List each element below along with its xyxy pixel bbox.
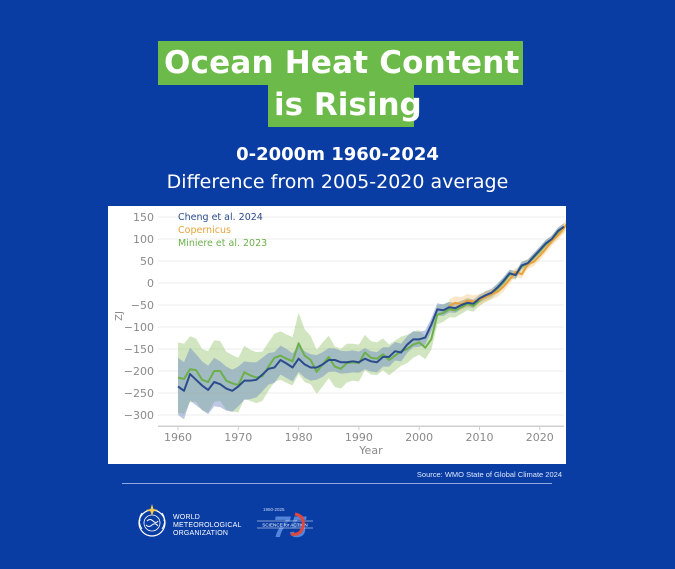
x-tick-label: 2020 [526, 431, 554, 444]
y-tick-label: −50 [131, 299, 154, 312]
band-copernicus [449, 219, 566, 313]
y-tick-label: −200 [124, 365, 154, 378]
x-tick-label: 1980 [285, 431, 313, 444]
y-tick-label: 0 [147, 277, 154, 290]
subtitle-baseline: Difference from 2005-2020 average [166, 171, 509, 193]
ocean-heat-chart: 150 100 50 0 −50 −100 −150 −200 −250 −300 1960 1970… [114, 211, 566, 457]
x-axis-label: Year [358, 444, 383, 457]
legend-entry: Copernicus [178, 225, 231, 236]
wmo-emblem-icon [138, 504, 166, 537]
x-tick-label: 2000 [405, 431, 433, 444]
y-tick-label: −250 [124, 387, 154, 400]
footer-divider [122, 483, 552, 484]
x-tick-label: 1970 [224, 431, 252, 444]
line-copernicus [448, 223, 566, 307]
wmo-wordmark: WORLD METEOROLOGICAL ORGANIZATION [173, 514, 242, 538]
y-tick-label: 100 [133, 233, 154, 246]
title-line-1: Ocean Heat Content [158, 41, 523, 85]
source-caption: Source: WMO State of Global Climate 2024 [416, 470, 562, 479]
wmo-line-1: WORLD [173, 514, 201, 521]
axes: 150 100 50 0 −50 −100 −150 −200 −250 −300 1960 1970… [114, 211, 564, 457]
y-tick-label: 50 [140, 255, 154, 268]
x-tick-label: 2010 [466, 431, 494, 444]
y-tick-label: −100 [124, 321, 154, 334]
title-line-2: is Rising [268, 85, 422, 127]
x-tick-label: 1960 [164, 431, 192, 444]
series-lines [177, 223, 566, 392]
wmo-line-2: METEOROLOGICAL [173, 522, 242, 529]
wmo-line-3: ORGANIZATION [173, 530, 229, 537]
y-tick-label: 150 [133, 211, 154, 224]
chart-panel [108, 206, 566, 464]
y-tick-label: −150 [124, 343, 154, 356]
y-axis-label: ZJ [114, 311, 125, 321]
legend: Cheng et al. 2024 Copernicus Miniere et al… [178, 212, 267, 249]
y-tick-label: −300 [124, 409, 154, 422]
subtitle-depth-period: 0-2000m 1960-2024 [236, 144, 439, 165]
anniversary-tagline: SCIENCE for ACTION [262, 523, 307, 528]
x-tick-label: 1990 [345, 431, 373, 444]
legend-entry: Cheng et al. 2024 [178, 212, 263, 223]
anniversary-years: 1950-2025 [263, 507, 285, 512]
anniversary-75-logo: 1950-2025 75 SCIENCE for ACTION [255, 507, 315, 540]
band-cheng-et-al-2024 [178, 223, 564, 420]
legend-entry: Miniere et al. 2023 [178, 238, 267, 249]
